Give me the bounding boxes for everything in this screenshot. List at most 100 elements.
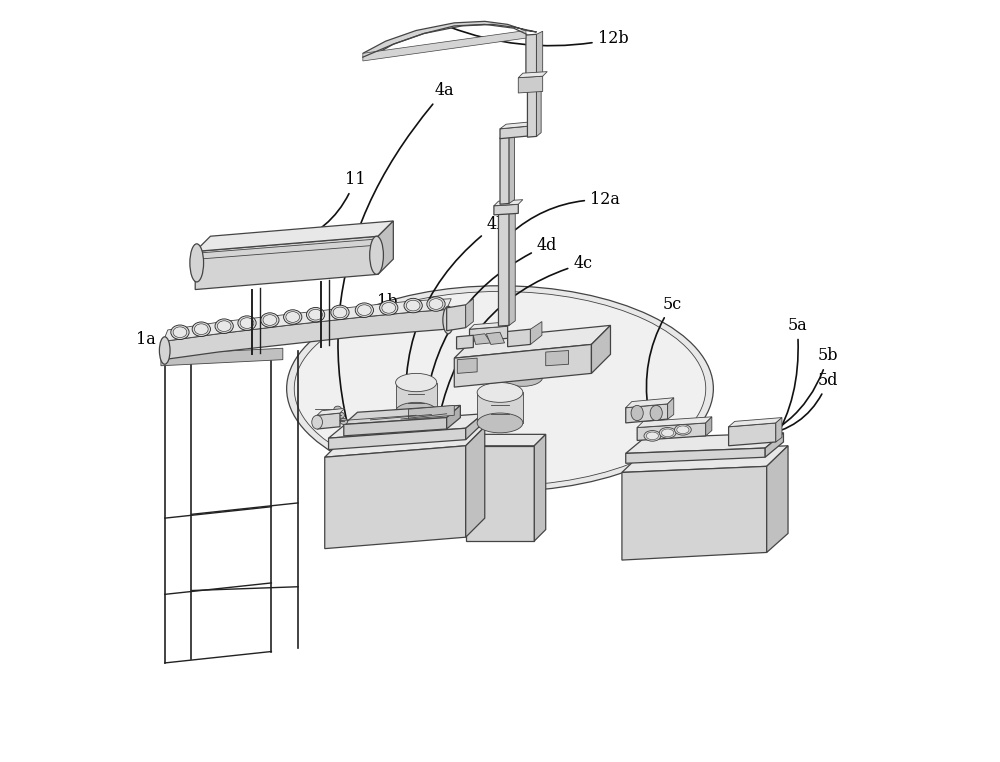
Ellipse shape	[171, 325, 189, 340]
Polygon shape	[776, 418, 782, 442]
Ellipse shape	[477, 413, 523, 433]
Polygon shape	[470, 322, 512, 329]
Ellipse shape	[333, 307, 347, 318]
Polygon shape	[546, 351, 569, 366]
Polygon shape	[509, 209, 515, 325]
Polygon shape	[500, 126, 532, 139]
Ellipse shape	[261, 313, 279, 328]
Polygon shape	[378, 221, 393, 274]
Polygon shape	[396, 383, 437, 411]
Ellipse shape	[334, 406, 342, 412]
Polygon shape	[363, 21, 537, 57]
Ellipse shape	[677, 426, 689, 434]
Polygon shape	[447, 305, 466, 331]
Polygon shape	[591, 325, 610, 373]
Polygon shape	[344, 418, 447, 436]
Polygon shape	[622, 466, 767, 560]
Ellipse shape	[503, 368, 543, 386]
Text: 4d: 4d	[424, 237, 557, 420]
Ellipse shape	[396, 402, 437, 421]
Polygon shape	[329, 428, 466, 450]
Ellipse shape	[355, 303, 374, 318]
Polygon shape	[626, 404, 668, 423]
Ellipse shape	[159, 337, 170, 364]
Ellipse shape	[309, 309, 322, 320]
Ellipse shape	[406, 300, 420, 311]
Polygon shape	[457, 358, 477, 373]
Text: 5a: 5a	[693, 317, 807, 509]
Polygon shape	[498, 213, 509, 326]
Text: 4c: 4c	[440, 255, 592, 415]
Ellipse shape	[644, 431, 661, 441]
Polygon shape	[470, 326, 508, 341]
Polygon shape	[195, 221, 393, 251]
Polygon shape	[457, 335, 473, 349]
Polygon shape	[494, 200, 523, 206]
Ellipse shape	[370, 236, 383, 274]
Polygon shape	[637, 417, 712, 427]
Ellipse shape	[358, 305, 371, 315]
Polygon shape	[317, 408, 345, 415]
Text: 12a: 12a	[510, 191, 620, 235]
Ellipse shape	[646, 432, 658, 440]
Ellipse shape	[240, 318, 254, 328]
Polygon shape	[729, 423, 776, 446]
Polygon shape	[534, 434, 546, 541]
Ellipse shape	[217, 321, 231, 331]
Polygon shape	[530, 322, 542, 344]
Polygon shape	[518, 72, 547, 78]
Ellipse shape	[215, 319, 233, 334]
Ellipse shape	[429, 299, 443, 309]
Polygon shape	[363, 30, 526, 61]
Polygon shape	[729, 418, 782, 427]
Polygon shape	[626, 433, 783, 453]
Ellipse shape	[190, 244, 204, 282]
Ellipse shape	[306, 308, 325, 322]
Polygon shape	[163, 309, 447, 360]
Polygon shape	[447, 405, 460, 429]
Text: 5b: 5b	[731, 347, 838, 447]
Polygon shape	[500, 121, 538, 129]
Polygon shape	[454, 325, 610, 358]
Text: 4a: 4a	[338, 82, 454, 539]
Polygon shape	[767, 446, 788, 552]
Polygon shape	[526, 34, 537, 80]
Polygon shape	[477, 392, 523, 423]
Ellipse shape	[650, 405, 662, 421]
Ellipse shape	[382, 303, 396, 313]
Ellipse shape	[427, 297, 445, 312]
Ellipse shape	[674, 424, 691, 435]
Polygon shape	[473, 334, 491, 344]
Polygon shape	[626, 398, 674, 408]
Polygon shape	[503, 350, 543, 377]
Polygon shape	[486, 332, 505, 344]
Ellipse shape	[284, 310, 302, 325]
Ellipse shape	[294, 292, 706, 486]
Text: 1b: 1b	[343, 293, 397, 322]
Ellipse shape	[287, 286, 713, 491]
Ellipse shape	[263, 315, 277, 325]
Polygon shape	[329, 414, 483, 438]
Ellipse shape	[238, 316, 256, 331]
Polygon shape	[668, 398, 674, 419]
Text: 12b: 12b	[449, 27, 628, 47]
Ellipse shape	[312, 415, 322, 429]
Polygon shape	[466, 434, 546, 446]
Polygon shape	[509, 133, 514, 203]
Ellipse shape	[340, 418, 348, 424]
Ellipse shape	[396, 373, 437, 392]
Text: 11: 11	[289, 171, 365, 245]
Polygon shape	[409, 405, 454, 419]
Polygon shape	[765, 433, 783, 457]
Polygon shape	[466, 446, 534, 541]
Ellipse shape	[662, 429, 674, 437]
Polygon shape	[537, 31, 543, 79]
Polygon shape	[706, 417, 712, 436]
Polygon shape	[466, 427, 485, 537]
Ellipse shape	[331, 306, 349, 320]
Polygon shape	[454, 344, 591, 387]
Ellipse shape	[404, 299, 422, 313]
Text: 4b: 4b	[406, 216, 507, 431]
Polygon shape	[500, 137, 509, 204]
Ellipse shape	[443, 306, 454, 334]
